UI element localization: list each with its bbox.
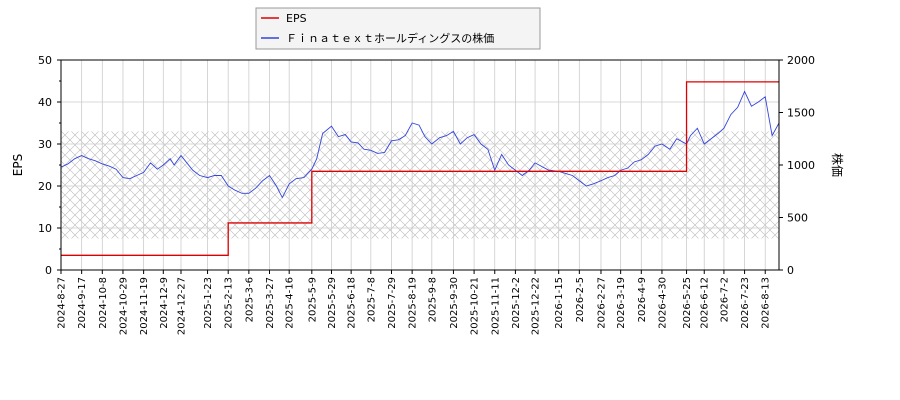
x-tick-label: 2026-2-27 xyxy=(596,277,607,329)
x-tick-label: 2025-5-9 xyxy=(307,277,318,322)
series-line-price xyxy=(61,90,779,199)
right-axis-ticks: 0 500 1000 1500 2000 xyxy=(779,54,815,277)
right-tick-label: 1500 xyxy=(787,107,815,120)
x-tick-label: 2025-12-22 xyxy=(531,277,542,335)
left-axis-label: EPS xyxy=(11,154,25,176)
x-tick-label: 2024-10-8 xyxy=(98,277,109,329)
x-tick-label: 2026-6-12 xyxy=(700,277,711,329)
x-tick-label: 2026-8-13 xyxy=(761,277,772,329)
legend-label-price: Ｆｉｎａｔｅｘｔホールディングスの株価 xyxy=(286,31,494,45)
x-tick-label: 2024-12-9 xyxy=(159,277,170,329)
x-tick-label: 2025-9-8 xyxy=(427,277,438,322)
x-tick-label: 2026-7-2 xyxy=(719,277,730,322)
x-tick-label: 2025-8-19 xyxy=(408,277,419,329)
left-tick-label: 0 xyxy=(45,264,52,277)
left-tick-label: 20 xyxy=(38,180,52,193)
x-tick-label: 2026-3-19 xyxy=(616,277,627,329)
x-tick-label: 2025-2-13 xyxy=(224,277,235,329)
series-line-eps xyxy=(61,81,779,256)
right-axis-label: 株価 xyxy=(830,153,845,177)
x-tick-label: 2026-2-5 xyxy=(575,277,586,322)
x-tick-label: 2025-6-18 xyxy=(347,277,358,329)
x-tick-label: 2026-1-15 xyxy=(554,277,565,329)
x-tick-label: 2026-4-9 xyxy=(637,277,648,322)
right-tick-label: 1000 xyxy=(787,159,815,172)
right-tick-label: 500 xyxy=(787,212,808,225)
x-tick-label: 2025-12-2 xyxy=(511,277,522,329)
left-tick-label: 10 xyxy=(38,222,52,235)
x-tick-label: 2025-5-29 xyxy=(327,277,338,329)
x-tick-label: 2025-7-29 xyxy=(387,277,398,329)
right-tick-label: 2000 xyxy=(787,54,815,67)
x-tick-label: 2024-12-27 xyxy=(176,277,187,335)
x-tick-label: 2026-4-30 xyxy=(657,277,668,329)
x-tick-label: 2025-3-27 xyxy=(265,277,276,329)
x-tick-label: 2026-5-25 xyxy=(682,277,693,329)
x-tick-label: 2025-1-23 xyxy=(203,277,214,329)
x-tick-label: 2025-4-16 xyxy=(285,277,296,329)
x-tick-label: 2024-8-27 xyxy=(57,277,68,329)
legend-label-eps: EPS xyxy=(286,12,307,25)
x-tick-label: 2024-11-19 xyxy=(139,277,150,335)
x-tick-label: 2025-3-6 xyxy=(244,277,255,322)
x-tick-label: 2026-7-23 xyxy=(740,277,751,329)
left-tick-label: 50 xyxy=(38,54,52,67)
left-axis-ticks: 0 10 20 30 40 50 xyxy=(38,54,61,277)
left-tick-label: 30 xyxy=(38,138,52,151)
x-tick-label: 2025-9-30 xyxy=(449,277,460,329)
legend-box xyxy=(255,7,541,50)
x-tick-label: 2025-7-8 xyxy=(366,277,377,322)
x-tick-label: 2025-10-21 xyxy=(470,277,481,335)
legend: EPS Ｆｉｎａｔｅｘｔホールディングスの株価 xyxy=(255,7,541,50)
right-tick-label: 0 xyxy=(787,264,794,277)
x-tick-label: 2024-10-29 xyxy=(118,277,129,335)
x-tick-label: 2025-11-11 xyxy=(490,277,501,335)
left-tick-label: 40 xyxy=(38,96,52,109)
x-axis-ticks: 2024-8-27 2024-9-17 2024-10-8 2024-10-29 202… xyxy=(57,270,772,335)
x-tick-label: 2024-9-17 xyxy=(77,277,88,329)
